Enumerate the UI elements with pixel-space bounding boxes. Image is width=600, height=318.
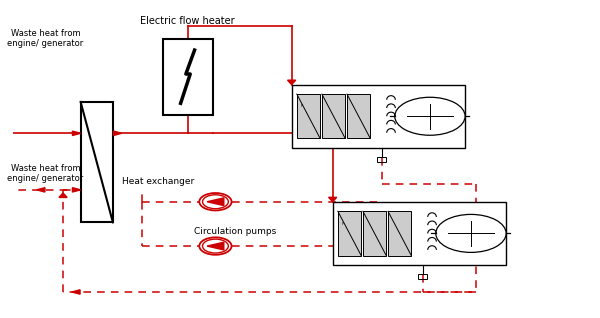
Bar	[363, 211, 386, 256]
Polygon shape	[73, 188, 80, 192]
Bar	[163, 39, 212, 115]
Bar	[377, 157, 386, 162]
Circle shape	[395, 97, 465, 135]
Bar	[297, 94, 320, 138]
Text: Waste heat from
engine/ generator: Waste heat from engine/ generator	[7, 163, 83, 183]
Polygon shape	[207, 242, 224, 250]
Bar	[292, 85, 464, 148]
Bar	[322, 94, 345, 138]
Text: F: F	[301, 104, 302, 108]
Bar	[338, 211, 361, 256]
Polygon shape	[37, 188, 45, 192]
Text: Waste heat from
engine/ generator: Waste heat from engine/ generator	[7, 29, 83, 48]
Bar	[388, 211, 412, 256]
Polygon shape	[207, 198, 224, 206]
Circle shape	[203, 195, 229, 209]
Text: Circulation pumps: Circulation pumps	[194, 227, 276, 236]
Polygon shape	[72, 290, 80, 294]
Bar	[332, 202, 506, 265]
Circle shape	[199, 237, 232, 255]
Text: F: F	[341, 222, 344, 225]
Polygon shape	[329, 197, 337, 202]
Bar	[347, 94, 370, 138]
Circle shape	[203, 239, 229, 253]
Text: Heat exchanger: Heat exchanger	[122, 177, 194, 186]
Circle shape	[436, 214, 506, 252]
Polygon shape	[113, 131, 122, 135]
Polygon shape	[73, 131, 80, 135]
Polygon shape	[287, 80, 296, 85]
Bar	[80, 102, 113, 222]
Bar	[418, 274, 427, 279]
Text: Electric flow heater: Electric flow heater	[140, 16, 235, 26]
Polygon shape	[59, 193, 67, 197]
Circle shape	[199, 193, 232, 211]
